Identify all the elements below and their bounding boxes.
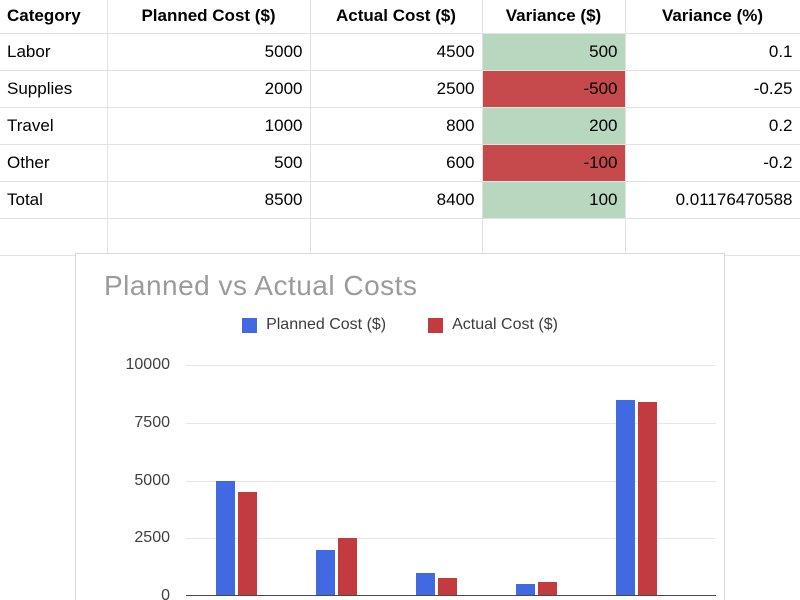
cell-variance[interactable]: -100 (482, 144, 626, 182)
cell-actual[interactable]: 2500 (310, 70, 483, 108)
cell-planned[interactable]: 1000 (107, 107, 311, 145)
bar-actual-total[interactable] (637, 401, 657, 596)
legend-label-actual: Actual Cost ($) (452, 316, 558, 333)
gridline (186, 365, 716, 366)
cell-planned[interactable]: 8500 (107, 181, 311, 219)
x-axis-line (186, 595, 716, 596)
empty-cell[interactable] (310, 218, 483, 256)
cell-variance[interactable]: 500 (482, 33, 626, 71)
gridline (186, 480, 716, 482)
cell-category[interactable]: Supplies (0, 70, 108, 108)
cell-variance-pct[interactable]: 0.1 (625, 33, 800, 71)
cell-category[interactable]: Total (0, 181, 108, 219)
table-row: Travel 1000 800 200 0.2 (0, 107, 800, 145)
y-axis-tick-label: 0 (161, 587, 170, 600)
y-axis-tick-label: 10000 (125, 356, 171, 373)
cell-variance-pct[interactable]: 0.01176470588 (625, 181, 800, 219)
table-row: Other 500 600 -100 -0.2 (0, 144, 800, 182)
legend-item-actual: Actual Cost ($) (428, 316, 558, 334)
legend-label-planned: Planned Cost ($) (266, 316, 387, 333)
table-row: Total 8500 8400 100 0.01176470588 (0, 181, 800, 219)
col-header-variance-pct[interactable]: Variance (%) (625, 0, 800, 34)
y-axis-labels: 0 2500 5000 7500 10000 (90, 356, 171, 600)
bar-planned-supplies[interactable] (315, 549, 335, 596)
table-row: Labor 5000 4500 500 0.1 (0, 33, 800, 71)
cell-variance-pct[interactable]: -0.25 (625, 70, 800, 108)
col-header-actual-cost[interactable]: Actual Cost ($) (310, 0, 483, 34)
bar-actual-labor[interactable] (237, 492, 257, 596)
bar-planned-labor[interactable] (215, 480, 235, 596)
empty-cell[interactable] (625, 218, 800, 256)
cell-actual[interactable]: 600 (310, 144, 483, 182)
chart-legend: Planned Cost ($) Actual Cost ($) (76, 316, 724, 334)
col-header-category[interactable]: Category (0, 0, 108, 34)
cell-category[interactable]: Labor (0, 33, 108, 71)
y-axis-tick-label: 7500 (134, 413, 170, 431)
cell-category[interactable]: Travel (0, 107, 108, 145)
bar-actual-travel[interactable] (437, 577, 457, 596)
gridline (186, 422, 716, 424)
bar-planned-travel[interactable] (415, 572, 435, 596)
cell-actual[interactable]: 8400 (310, 181, 483, 219)
empty-cell[interactable] (107, 218, 311, 256)
y-axis-tick-label: 2500 (134, 529, 170, 547)
bar-planned-other[interactable] (515, 584, 535, 596)
cell-planned[interactable]: 5000 (107, 33, 311, 71)
cell-variance-pct[interactable]: -0.2 (625, 144, 800, 182)
cell-variance[interactable]: -500 (482, 70, 626, 108)
cell-planned[interactable]: 500 (107, 144, 311, 182)
bar-planned-total[interactable] (615, 399, 635, 596)
bar-actual-supplies[interactable] (337, 538, 357, 596)
embedded-chart[interactable]: Planned vs Actual Costs Planned Cost ($)… (75, 253, 725, 600)
cell-planned[interactable]: 2000 (107, 70, 311, 108)
cell-variance[interactable]: 200 (482, 107, 626, 145)
empty-row (0, 218, 800, 256)
col-header-planned-cost[interactable]: Planned Cost ($) (107, 0, 311, 34)
cell-actual[interactable]: 800 (310, 107, 483, 145)
empty-cell[interactable] (0, 218, 108, 256)
empty-cell[interactable] (482, 218, 626, 256)
legend-swatch-actual (428, 317, 444, 333)
legend-swatch-planned (242, 317, 258, 333)
cell-category[interactable]: Other (0, 144, 108, 182)
header-row: Category Planned Cost ($) Actual Cost ($… (0, 0, 800, 34)
chart-title: Planned vs Actual Costs (104, 270, 418, 301)
plot-area: LaborSuppliesTravelOtherTotal (186, 365, 716, 596)
y-axis-tick-label: 5000 (134, 471, 170, 489)
legend-item-planned: Planned Cost ($) (242, 316, 386, 334)
cell-variance-pct[interactable]: 0.2 (625, 107, 800, 145)
col-header-variance[interactable]: Variance ($) (482, 0, 626, 34)
bar-actual-other[interactable] (537, 582, 557, 596)
spreadsheet-table: Category Planned Cost ($) Actual Cost ($… (0, 0, 800, 256)
cell-actual[interactable]: 4500 (310, 33, 483, 71)
cell-variance[interactable]: 100 (482, 181, 626, 219)
gridline (186, 538, 716, 540)
table-row: Supplies 2000 2500 -500 -0.25 (0, 70, 800, 108)
